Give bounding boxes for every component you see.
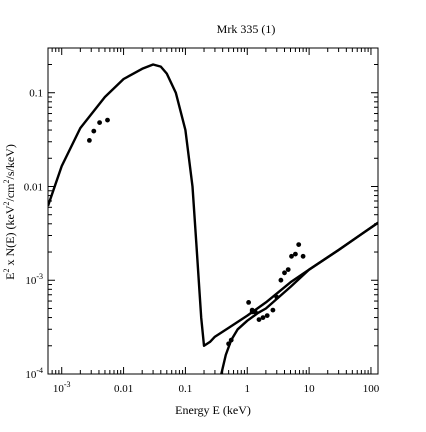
series-0-point-1 [91,128,97,134]
chart-title: Mrk 335 (1) [217,22,276,36]
y-axis-title-part-a: E [3,272,17,279]
series-0-point-14 [285,267,291,272]
series-0-point-15 [289,253,294,259]
series-0-point-13 [282,270,287,276]
series-0-point-9 [264,313,270,318]
series-0-point-3 [105,117,110,123]
series-3-point-2 [249,309,255,315]
y-tick-label-base: 10 [25,369,37,381]
series-0-point-17 [296,242,302,248]
series-layer [48,63,378,374]
x-tick-label: 1 [245,383,251,395]
y-axis-title-part-c: /cm [3,183,17,202]
x-tick-label: 100 [363,383,380,395]
y-axis-title-sup-a: 2 [2,268,11,272]
series-3-point-0 [226,341,232,347]
series-0-point-4 [246,300,252,305]
y-axis-title-sup-c: 2 [2,180,11,184]
series-0-point-0 [87,138,92,143]
x-tick-label: 0.01 [114,383,133,395]
y-tick-label-exponent: -3 [36,272,43,281]
series-1-line [48,63,378,347]
x-axis-title: Energy E (keV) [175,403,251,417]
series-0-point-2 [97,120,102,125]
series-3-point-1 [228,337,234,343]
y-tick-label-base: 10 [25,275,37,287]
y-axis-title-part-d: /s/keV) [3,144,17,179]
plot-frame [47,47,379,375]
y-tick-label: 0.1 [29,88,43,100]
y-tick-label: 10-3 [25,272,43,287]
x-tick-label: 10-3 [53,380,71,395]
series-0-point-8 [260,315,266,320]
y-tick-label: 10-4 [25,366,43,381]
y-axis-title-part-b: x N(E) (keV [3,205,17,268]
y-tick-label: 0.01 [24,181,43,193]
series-0-point-10 [270,307,276,313]
x-tick-label: 0.1 [179,383,193,395]
y-tick-label-exponent: -4 [36,366,43,375]
y-axis-title-sup-b: 2 [2,202,11,206]
x-tick-label-exponent: -3 [64,380,71,389]
series-0-point-7 [256,317,262,322]
x-tick-label: 10 [304,383,316,395]
series-0-point-12 [278,277,284,283]
series-0-point-18 [300,253,306,259]
series-0-point-16 [293,251,298,257]
y-axis-title: E2 x N(E) (keV2/cm2/s/keV) [2,144,17,280]
x-tick-label-base: 10 [53,383,65,395]
